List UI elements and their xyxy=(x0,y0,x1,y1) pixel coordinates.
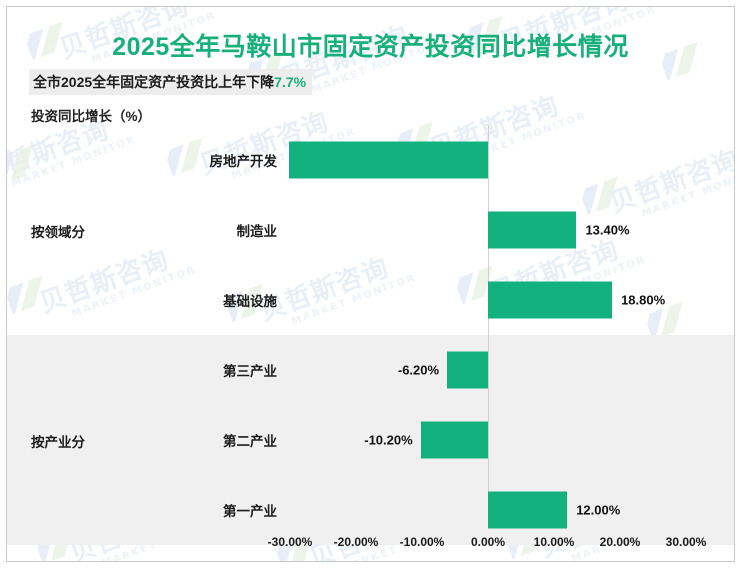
bar[interactable] xyxy=(420,421,488,459)
zero-axis-line xyxy=(488,125,489,525)
x-axis: -30.00% -20.00% -10.00% 0.00% 10.00% 20.00% 30… xyxy=(7,535,734,559)
category-label: 第一产业 xyxy=(223,504,277,519)
y-axis-title: 投资同比增长（%） xyxy=(31,109,152,124)
category-label: 制造业 xyxy=(236,224,278,239)
group-label-1: 按产业分 xyxy=(31,435,85,450)
x-tick-label: -10.00% xyxy=(399,535,445,549)
chart-frame: 贝哲斯咨询 MARKET MONITOR 贝哲斯咨询 MARKET MONITOR … xyxy=(6,6,735,562)
subtitle-highlight-value: 7.7% xyxy=(274,74,307,90)
bar[interactable] xyxy=(488,281,613,319)
bar-row: 第三产业 -6.20% xyxy=(7,335,734,405)
group-band xyxy=(7,335,734,545)
bar-row: 制造业 13.40% xyxy=(7,195,734,265)
bar[interactable] xyxy=(488,491,568,529)
bar[interactable] xyxy=(447,351,488,389)
bar-value-label: -10.20% xyxy=(364,432,413,448)
bar-row: 房地产开发 xyxy=(7,125,734,195)
bar-value-label: -6.20% xyxy=(397,362,440,378)
x-tick-label: 10.00% xyxy=(533,535,575,549)
bar[interactable] xyxy=(289,141,488,179)
x-tick-label: -20.00% xyxy=(333,535,379,549)
category-label: 第二产业 xyxy=(223,434,277,449)
bar-row: 基础设施 18.80% xyxy=(7,265,734,335)
x-tick-label: 30.00% xyxy=(665,535,707,549)
chart-title: 2025全年马鞍山市固定资产投资同比增长情况 xyxy=(112,33,629,61)
bar-value-label: 18.80% xyxy=(621,292,666,308)
bar-value-label: 12.00% xyxy=(576,502,621,518)
category-label: 第三产业 xyxy=(223,364,277,379)
plot-area: 按领域分 房地产开发制造业 13.40% 基础设施 18.80% 按产业分 第三产业 -6.2… xyxy=(7,125,734,545)
category-label: 房地产开发 xyxy=(209,154,278,169)
bar-value-label: 13.40% xyxy=(585,222,630,238)
chart-subtitle: 全市2025全年固定资产投资比上年下降 7.7% xyxy=(29,69,313,95)
x-tick-label: 0.00% xyxy=(470,535,506,549)
category-label: 基础设施 xyxy=(223,294,277,309)
x-tick-label: -30.00% xyxy=(267,535,313,549)
bar[interactable] xyxy=(488,211,577,249)
group-label-0: 按领域分 xyxy=(31,225,85,240)
x-tick-label: 20.00% xyxy=(599,535,641,549)
subtitle-text: 全市2025全年固定资产投资比上年下降 xyxy=(33,74,275,90)
